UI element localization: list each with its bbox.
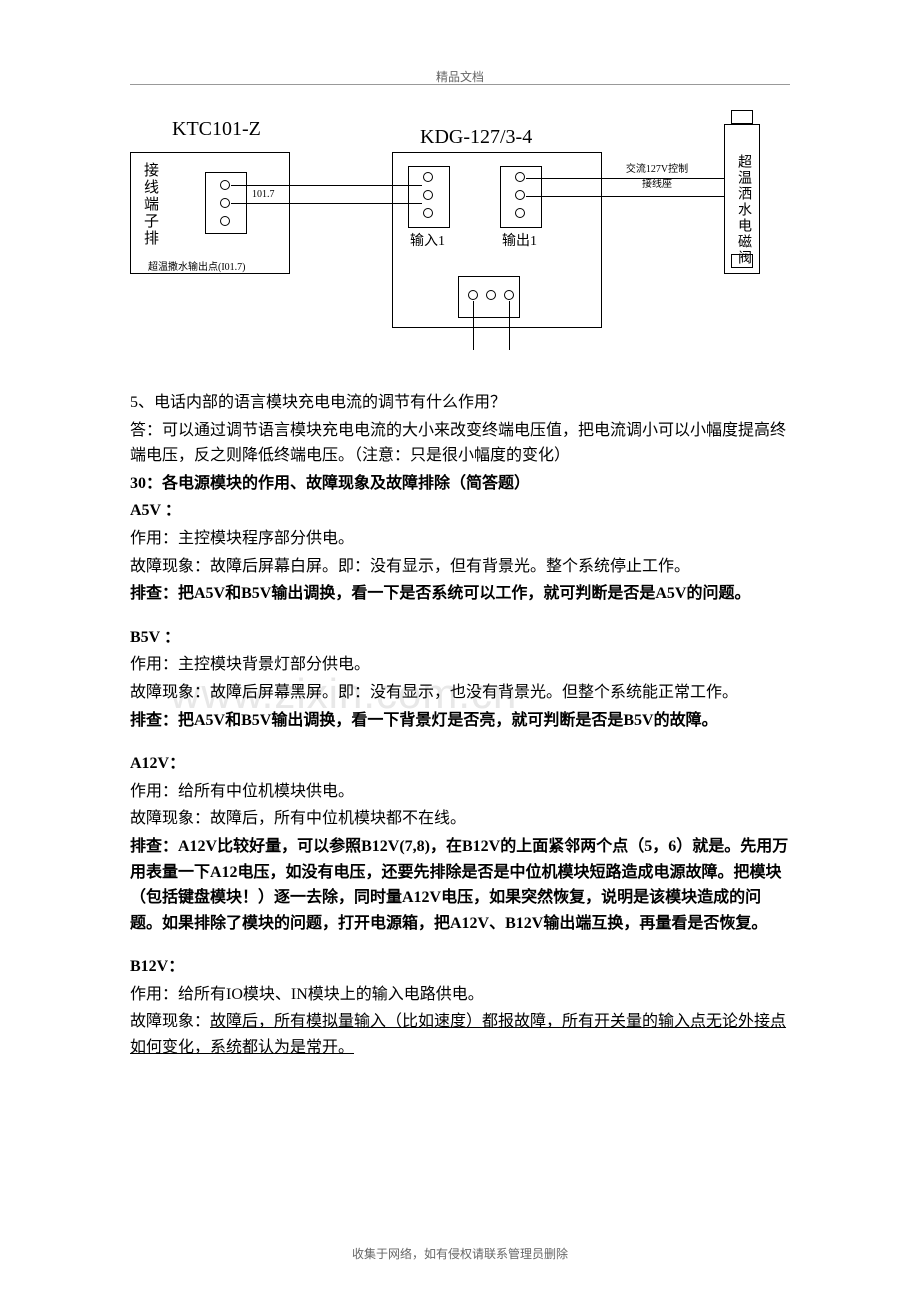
diagram-title-2: KDG-127/3-4 bbox=[420, 126, 532, 149]
a12v-use: 作用：给所有中位机模块供电。 bbox=[130, 779, 790, 805]
output-label: 输出1 bbox=[502, 230, 537, 250]
page-header: 精品文档 bbox=[0, 68, 920, 85]
sub-dot bbox=[486, 290, 496, 300]
left-box-label: 接线端子排 bbox=[140, 162, 161, 247]
wire bbox=[231, 185, 422, 186]
sub-dot bbox=[504, 290, 514, 300]
input-dot bbox=[423, 172, 433, 182]
b5v-title: B5V ： bbox=[130, 625, 790, 651]
b12v-use: 作用：给所有IO模块、IN模块上的输入电路供电。 bbox=[130, 982, 790, 1008]
question-30: 30：各电源模块的作用、故障现象及故障排除（简答题） bbox=[130, 471, 790, 497]
a5v-use: 作用：主控模块程序部分供电。 bbox=[130, 526, 790, 552]
a12v-title: A12V： bbox=[130, 751, 790, 777]
wire bbox=[509, 301, 510, 350]
wire bbox=[526, 178, 724, 179]
b12v-fault-prefix: 故障现象： bbox=[130, 1013, 210, 1030]
a5v-title: A5V ： bbox=[130, 498, 790, 524]
page-footer: 收集于网络，如有侵权请联系管理员删除 bbox=[0, 1245, 920, 1262]
document-body: 5、电话内部的语言模块充电电流的调节有什么作用？ 答：可以通过调节语言模块充电电… bbox=[130, 390, 790, 1063]
question-5: 5、电话内部的语言模块充电电流的调节有什么作用？ bbox=[130, 390, 790, 416]
a12v-check: 排查：A12V比较好量，可以参照B12V(7,8)，在B12V的上面紧邻两个点（… bbox=[130, 834, 790, 936]
circuit-diagram: KTC101-Z KDG-127/3-4 接线端子排 超温撒水输出点(I01.7… bbox=[130, 110, 790, 350]
sub-dot bbox=[468, 290, 478, 300]
input-dot bbox=[423, 190, 433, 200]
b5v-use: 作用：主控模块背景灯部分供电。 bbox=[130, 652, 790, 678]
wire-label: 交流127V控制接线座 bbox=[622, 160, 692, 190]
terminal-dot bbox=[220, 216, 230, 226]
wire bbox=[526, 196, 724, 197]
valve-label: 超温洒水电磁阀 bbox=[733, 154, 753, 266]
answer-5: 答：可以通过调节语言模块充电电流的大小来改变终端电压值，把电流调小可以小幅度提高… bbox=[130, 418, 790, 469]
b5v-fault: 故障现象：故障后屏幕黑屏。即：没有显示，也没有背景光。但整个系统能正常工作。 bbox=[130, 680, 790, 706]
b12v-fault: 故障现象：故障后，所有模拟量输入（比如速度）都报故障，所有开关量的输入点无论外接… bbox=[130, 1009, 790, 1060]
header-rule bbox=[130, 84, 790, 85]
b5v-check: 排查：把A5V和B5V输出调换，看一下背景灯是否亮，就可判断是否是B5V的故障。 bbox=[130, 708, 790, 734]
a5v-check: 排查：把A5V和B5V输出调换，看一下是否系统可以工作，就可判断是否是A5V的问… bbox=[130, 581, 790, 607]
a12v-fault: 故障现象：故障后，所有中位机模块都不在线。 bbox=[130, 806, 790, 832]
mid-label: 101.7 bbox=[252, 189, 275, 200]
a5v-fault: 故障现象：故障后屏幕白屏。即：没有显示，但有背景光。整个系统停止工作。 bbox=[130, 554, 790, 580]
wire bbox=[231, 203, 422, 204]
output-dot bbox=[515, 208, 525, 218]
input-label: 输入1 bbox=[410, 230, 445, 250]
terminal-dot bbox=[220, 198, 230, 208]
left-box-bottom: 超温撒水输出点(I01.7) bbox=[148, 258, 246, 273]
output-dot bbox=[515, 172, 525, 182]
valve-top-port bbox=[731, 110, 753, 124]
input-dot bbox=[423, 208, 433, 218]
wire bbox=[473, 301, 474, 350]
diagram-title-1: KTC101-Z bbox=[172, 118, 261, 141]
output-dot bbox=[515, 190, 525, 200]
b12v-fault-underline: 故障后，所有模拟量输入（比如速度）都报故障，所有开关量的输入点无论外接点如何变化… bbox=[130, 1013, 786, 1056]
terminal-dot bbox=[220, 180, 230, 190]
b12v-title: B12V： bbox=[130, 954, 790, 980]
